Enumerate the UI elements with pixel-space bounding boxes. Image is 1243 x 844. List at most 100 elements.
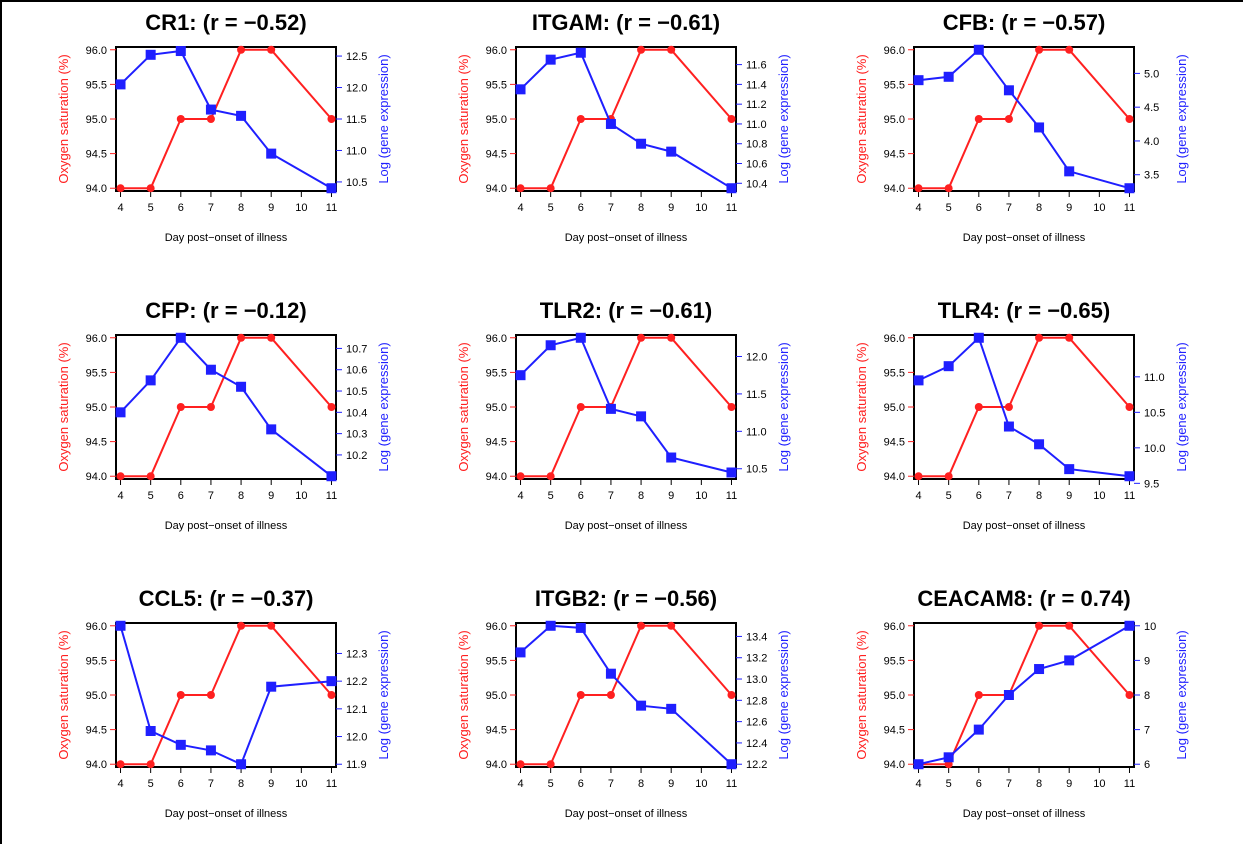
oxygen-line	[521, 50, 732, 188]
oxygen-point	[1125, 403, 1133, 411]
gene-line	[121, 338, 332, 476]
right-tick-label: 12.5	[346, 51, 367, 63]
oxygen-point	[177, 403, 185, 411]
left-tick-label: 96.0	[884, 621, 905, 633]
right-tick-label: 10	[1144, 621, 1156, 633]
x-tick-label: 5	[946, 202, 952, 214]
left-tick-label: 95.5	[884, 367, 905, 379]
gene-point	[516, 647, 526, 657]
left-axis-label: Oxygen saturation (%)	[854, 342, 869, 471]
right-tick-label: 13.4	[746, 631, 767, 643]
x-tick-label: 8	[1036, 202, 1042, 214]
oxygen-point	[607, 691, 615, 699]
x-tick-label: 9	[268, 778, 274, 790]
x-tick-label: 9	[668, 202, 674, 214]
chart-title: CEACAM8: (r = 0.74)	[917, 586, 1130, 611]
gene-point	[1004, 690, 1014, 700]
oxygen-point	[207, 115, 215, 123]
x-tick-label: 4	[117, 778, 123, 790]
left-tick-label: 94.5	[486, 725, 507, 737]
chart-panel-4: CFP: (r = −0.12) 4 5 6 7 8 9 10 11 Day post−onset…	[20, 288, 412, 550]
right-tick-label: 13.2	[746, 653, 767, 665]
left-tick-label: 96.0	[86, 45, 107, 57]
right-tick-label: 12.8	[746, 695, 767, 707]
oxygen-point	[117, 184, 125, 192]
oxygen-line	[919, 50, 1130, 188]
left-tick-label: 94.0	[884, 183, 905, 195]
x-tick-label: 11	[1124, 490, 1135, 502]
oxygen-point	[147, 184, 155, 192]
right-tick-label: 9	[1144, 655, 1150, 667]
x-tick-label: 7	[208, 778, 214, 790]
right-tick-label: 11.6	[746, 60, 767, 72]
left-axis-label: Oxygen saturation (%)	[854, 630, 869, 759]
left-tick-label: 94.5	[86, 149, 107, 161]
gene-point	[146, 50, 156, 60]
x-axis-label: Day post−onset of illness	[165, 520, 288, 532]
left-tick-label: 94.5	[884, 149, 905, 161]
gene-line	[121, 51, 332, 188]
oxygen-line	[121, 50, 332, 188]
right-tick-label: 11.0	[746, 426, 767, 438]
left-tick-label: 94.0	[486, 759, 507, 771]
plot-frame	[116, 47, 336, 191]
oxygen-point	[237, 46, 245, 54]
oxygen-point	[975, 115, 983, 123]
oxygen-point	[267, 334, 275, 342]
gene-point	[1004, 85, 1014, 95]
chart-svg: CR1: (r = −0.52)4 5 6 7 8 9 10 11Day post−onset…	[20, 0, 412, 262]
gene-point	[636, 139, 646, 149]
gene-point	[176, 46, 186, 56]
left-tick-label: 95.0	[86, 690, 107, 702]
gene-point	[944, 72, 954, 82]
x-tick-label: 8	[1036, 778, 1042, 790]
x-tick-label: 5	[148, 202, 154, 214]
chart-panel-3: CFB: (r = −0.57) 4 5 6 7 8 9 10 11 Day post−onset…	[818, 0, 1210, 262]
x-tick-label: 11	[1124, 202, 1135, 214]
chart-panel-7: CCL5: (r = −0.37) 4 5 6 7 8 9 10 11 Day post−onse…	[20, 576, 412, 838]
x-tick-label: 9	[1066, 490, 1072, 502]
oxygen-line	[121, 338, 332, 476]
gene-point	[116, 621, 126, 631]
right-tick-label: 11.4	[746, 79, 767, 91]
oxygen-point	[727, 403, 735, 411]
x-tick-label: 9	[1066, 202, 1072, 214]
left-tick-label: 94.0	[486, 471, 507, 483]
x-tick-label: 7	[608, 202, 614, 214]
right-axis-label: Log (gene expression)	[776, 630, 791, 759]
right-tick-label: 4.5	[1144, 102, 1159, 114]
right-tick-label: 3.5	[1144, 170, 1159, 182]
oxygen-line	[919, 626, 1130, 764]
x-tick-label: 6	[578, 490, 584, 502]
x-tick-label: 7	[1006, 778, 1012, 790]
oxygen-line	[521, 338, 732, 476]
right-tick-label: 5.0	[1144, 68, 1159, 80]
left-tick-label: 94.5	[86, 437, 107, 449]
gene-point	[606, 669, 616, 679]
left-tick-label: 95.5	[486, 79, 507, 91]
oxygen-point	[667, 622, 675, 630]
oxygen-point	[1035, 622, 1043, 630]
left-tick-label: 94.0	[86, 183, 107, 195]
oxygen-point	[177, 115, 185, 123]
right-axis-label: Log (gene expression)	[776, 342, 791, 471]
x-tick-label: 8	[238, 778, 244, 790]
left-tick-label: 94.5	[486, 149, 507, 161]
left-tick-label: 95.5	[884, 79, 905, 91]
x-tick-label: 9	[668, 778, 674, 790]
oxygen-point	[327, 691, 335, 699]
right-tick-label: 12.2	[346, 676, 367, 688]
right-tick-label: 10.6	[346, 365, 367, 377]
left-axis-label: Oxygen saturation (%)	[456, 630, 471, 759]
right-tick-label: 10.2	[346, 450, 367, 462]
x-axis-label: Day post−onset of illness	[565, 808, 688, 820]
x-tick-label: 6	[578, 202, 584, 214]
oxygen-point	[667, 334, 675, 342]
left-axis-label: Oxygen saturation (%)	[56, 54, 71, 183]
plot-frame	[116, 335, 336, 479]
chart-svg: CCL5: (r = −0.37)4 5 6 7 8 9 10 11Day post−onse…	[20, 576, 412, 838]
gene-point	[516, 84, 526, 94]
left-axis-label: Oxygen saturation (%)	[456, 342, 471, 471]
right-tick-label: 12.1	[346, 704, 367, 716]
x-tick-label: 7	[608, 490, 614, 502]
